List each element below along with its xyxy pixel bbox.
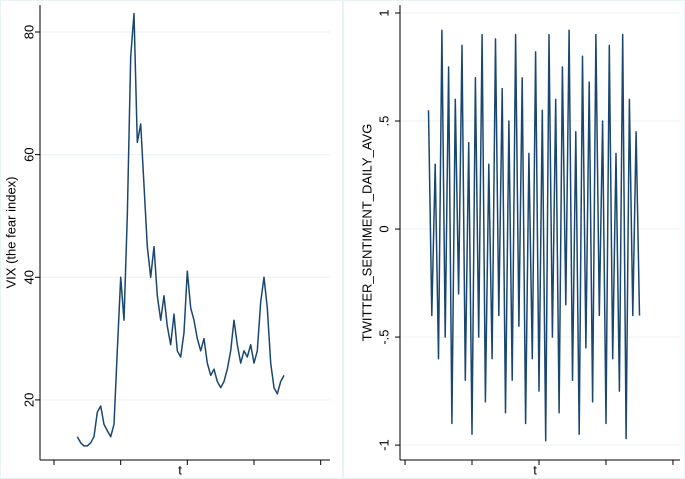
y-tick-label: -.5 [376, 329, 391, 344]
x-axis-title: t [178, 462, 182, 477]
y-tick-label: 80 [21, 25, 36, 39]
y-tick-label: 20 [21, 393, 36, 407]
panel-bg [1, 1, 342, 478]
data-line [76, 12, 285, 447]
y-tick-label: .5 [376, 116, 391, 127]
y-tick-label: 60 [21, 147, 36, 161]
data-line [427, 29, 641, 442]
y-tick-label: 40 [21, 270, 36, 284]
x-axis-title: t [533, 462, 537, 477]
y-axis-title: VIX (the fear index) [3, 177, 18, 289]
y-axis-title: TWITTER_SENTIMENT_DAILY_AVG [359, 124, 374, 342]
y-tick-label: 1 [376, 9, 391, 16]
y-tick-label: 0 [376, 225, 391, 232]
y-tick-label: -1 [376, 439, 391, 451]
